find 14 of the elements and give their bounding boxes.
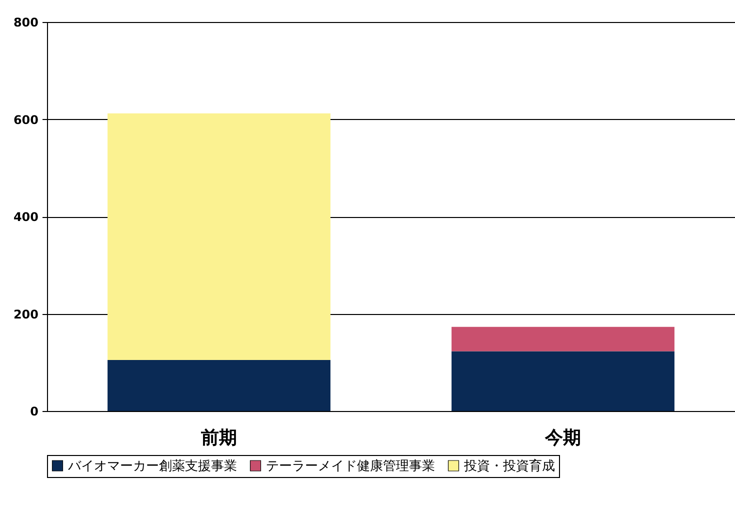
legend-label: テーラーメイド健康管理事業 xyxy=(266,458,435,474)
legend-label: バイオマーカー創薬支援事業 xyxy=(67,458,237,474)
y-tick-label: 0 xyxy=(30,404,38,418)
bar xyxy=(452,326,674,352)
bar xyxy=(108,113,330,360)
x-tick-label: 今期 xyxy=(544,428,581,448)
legend-label: 投資・投資育成 xyxy=(463,458,555,474)
bar xyxy=(108,360,330,411)
y-tick-label: 200 xyxy=(13,307,38,322)
y-tick-label: 400 xyxy=(13,210,38,224)
y-tick-label: 600 xyxy=(13,112,38,127)
x-tick-label: 前期 xyxy=(200,428,237,448)
bar xyxy=(452,351,674,411)
y-tick-label: 800 xyxy=(13,16,38,30)
